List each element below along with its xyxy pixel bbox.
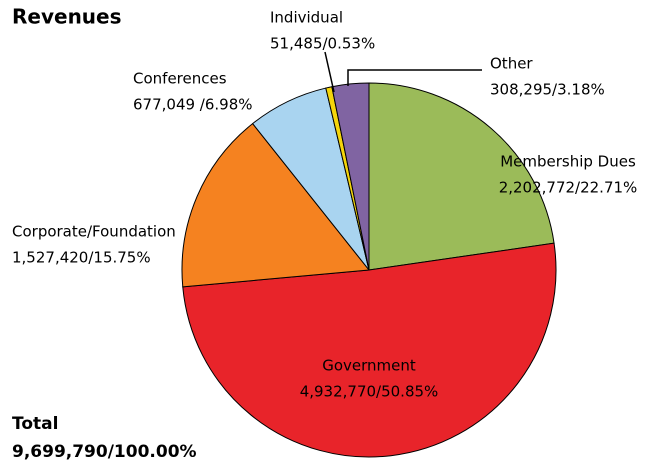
slice-label: Government: [322, 357, 416, 375]
slice-value-label: 677,049 /6.98%: [133, 96, 253, 114]
total-label: 9,699,790/100.00%: [12, 442, 197, 462]
slice-label: Corporate/Foundation: [12, 223, 176, 241]
leader-line: [324, 51, 335, 93]
pie-slice: [182, 242, 557, 458]
leader-line: [347, 69, 482, 86]
pie-slice: [368, 82, 555, 271]
slice-label: Membership Dues: [500, 153, 636, 171]
total-title: Total: [12, 414, 58, 434]
pie-slice: [331, 82, 370, 271]
chart-title: Revenues: [12, 5, 122, 29]
slice-label: Other: [490, 55, 533, 73]
slice-label: Individual: [270, 9, 343, 27]
slice-value-label: 1,527,420/15.75%: [12, 249, 151, 267]
slice-label: Conferences: [133, 70, 227, 88]
slice-value-label: 308,295/3.18%: [490, 81, 605, 99]
slice-value-label: 51,485/0.53%: [270, 35, 375, 53]
slice-value-label: 2,202,772/22.71%: [499, 179, 638, 197]
pie-slice: [181, 122, 370, 288]
slice-value-label: 4,932,770/50.85%: [300, 383, 439, 401]
